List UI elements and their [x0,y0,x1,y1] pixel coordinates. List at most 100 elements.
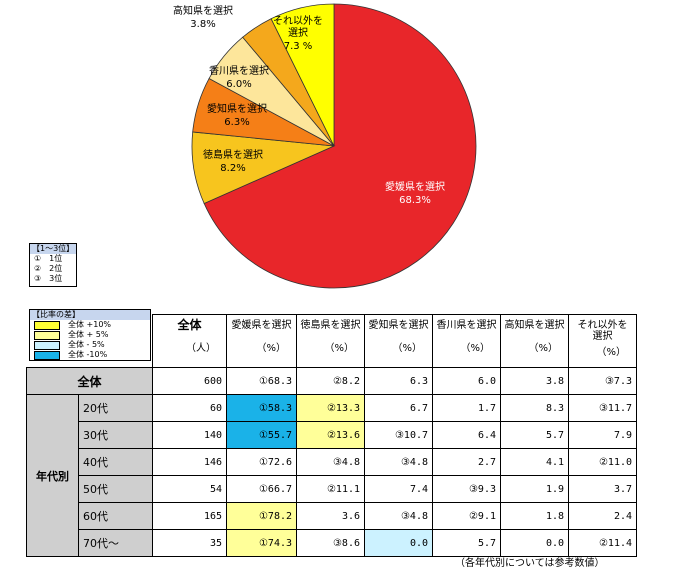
table-cell: 6.4 [432,421,501,449]
table-cell: 8.3 [500,394,569,422]
pie-slice-label: 高知県を選択 3.8% [173,4,233,30]
column-header: 高知県を選択 （%） [500,314,569,368]
table-row: 年代別 20代 60 ①58.3 ②13.3 6.7 1.7 8.3 ③11.7 [26,394,637,557]
column-header-label: 徳島県を選択 [300,320,361,331]
column-header: 愛媛県を選択 （%） [226,314,297,368]
table-cell: 5.7 [432,529,501,557]
row-label: 60代 [78,502,153,530]
table-cell: ①72.6 [226,448,297,476]
diff-legend-label: 全体 + 5% [68,330,109,339]
table-cell: 1.8 [500,502,569,530]
table-cell: ③4.8 [364,448,433,476]
table-cell: ②8.2 [296,367,365,395]
column-header-label: 愛知県を選択 [368,320,429,331]
header-total-label: 全体 [177,318,202,332]
table-cell: ③10.7 [364,421,433,449]
column-header-unit: （%） [460,343,490,354]
column-header: 愛知県を選択 （%） [364,314,433,368]
color-swatch [34,330,60,340]
table-cell: ③9.3 [432,475,501,503]
table-cell: 5.7 [500,421,569,449]
table-cell: 0.0 [500,529,569,557]
results-table: 全体 （人） 愛媛県を選択 （%） 徳島県を選択 （%） 愛知県を選択 （%） 香川県を選択… [26,314,637,557]
row-count: 54 [152,475,227,503]
diff-legend: 【比率の差】 全体 +10% 全体 + 5% 全体 - 5% 全体 -10% [29,309,151,361]
header-total-unit: （人） [186,343,216,354]
table-cell: 0.0 [364,529,433,557]
header-total: 全体 （人） [152,314,227,368]
row-count: 35 [152,529,227,557]
table-cell: 3.7 [568,475,637,503]
table-cell: 7.9 [568,421,637,449]
table-cell: ②11.4 [568,529,637,557]
diff-legend-item: 全体 - 5% [30,340,150,350]
pie-slice-label: 愛知県を選択 6.3% [207,102,267,128]
row-label: 30代 [78,421,153,449]
table-cell: 6.7 [364,394,433,422]
row-label: 70代～ [78,529,153,557]
table-cell: ②11.1 [296,475,365,503]
row-count: 60 [152,394,227,422]
color-swatch [34,350,60,360]
header-spacer [27,315,153,368]
pie-slice [203,3,477,289]
table-cell: ①58.3 [226,394,297,422]
row-count: 146 [152,448,227,476]
table-cell: ②11.0 [568,448,637,476]
color-swatch [34,320,60,330]
table-row: 40代 146 ①72.6 ③4.8 ③4.8 2.7 4.1 ②11.0 [27,448,637,476]
diff-legend-item: 全体 -10% [30,350,150,360]
table-cell: ①74.3 [226,529,297,557]
table-cell: ③4.8 [296,448,365,476]
table-cell: 1.7 [432,394,501,422]
table-cell: 3.8 [500,367,569,395]
table-cell: ②9.1 [432,502,501,530]
table-cell: 4.1 [500,448,569,476]
rank-legend-item: ② 2位 [34,264,63,273]
column-header: それ以外を 選択 （%） [568,314,637,368]
table-cell: ①68.3 [226,367,297,395]
row-label: 20代 [78,394,153,422]
row-label: 全体 [26,367,153,395]
row-label: 40代 [78,448,153,476]
table-cell: 7.4 [364,475,433,503]
table-cell: ②13.3 [296,394,365,422]
row-count: 140 [152,421,227,449]
table-row: 50代 54 ①66.7 ②11.1 7.4 ③9.3 1.9 3.7 [27,475,637,503]
table-row: 30代 140 ①55.7 ②13.6 ③10.7 6.4 5.7 7.9 [27,421,637,449]
pie-slice-label: 香川県を選択 6.0% [209,64,269,90]
rank-legend: 【1～3位】 ① 1位 ② 2位 ③ 3位 [29,243,77,287]
column-header-label: それ以外を 選択 [577,320,628,342]
diff-legend-title: 【比率の差】 [30,310,150,320]
row-count: 165 [152,502,227,530]
row-label: 50代 [78,475,153,503]
pie-slice-label: 徳島県を選択 8.2% [203,148,263,174]
table-cell: 1.9 [500,475,569,503]
table-cell: ③4.8 [364,502,433,530]
column-header-unit: （%） [392,343,422,354]
table-cell: 6.0 [432,367,501,395]
diff-legend-label: 全体 - 5% [68,340,105,349]
table-cell: 3.6 [296,502,365,530]
diff-legend-label: 全体 +10% [68,320,112,329]
reference-note: （各年代別については参考数値） [455,558,605,569]
rank-legend-item: ① 1位 [34,254,63,263]
table-cell: ①55.7 [226,421,297,449]
column-header-label: 高知県を選択 [504,320,565,331]
pie-slice-label: それ以外を選択 7.3 % [273,15,323,52]
column-header: 香川県を選択 （%） [432,314,501,368]
table-cell: ③11.7 [568,394,637,422]
color-swatch [34,340,60,350]
column-header: 徳島県を選択 （%） [296,314,365,368]
diff-legend-item: 全体 + 5% [30,330,150,340]
column-header-unit: （%） [256,343,286,354]
pie-slice-label: 愛媛県を選択 68.3% [385,180,445,206]
rank-legend-title: 【1～3位】 [30,244,76,254]
table-cell: ②13.6 [296,421,365,449]
table-cell: ①78.2 [226,502,297,530]
row-count: 600 [152,367,227,395]
diff-legend-label: 全体 -10% [68,350,108,359]
diff-legend-item: 全体 +10% [30,320,150,330]
table-cell: ③8.6 [296,529,365,557]
pie-slice [270,3,335,147]
